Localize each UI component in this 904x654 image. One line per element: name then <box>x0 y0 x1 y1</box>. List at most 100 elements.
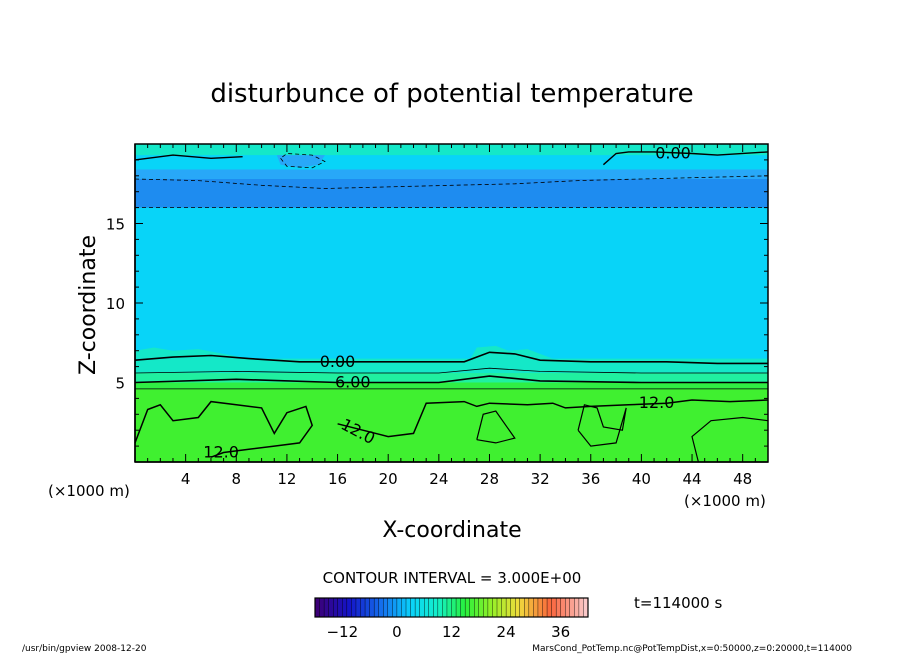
contour-line-12-left <box>134 400 314 458</box>
colorbar-cell <box>437 597 443 618</box>
colorbar-cell <box>378 597 384 618</box>
colorbar-cell <box>428 597 434 618</box>
colorbar-cell <box>478 597 484 618</box>
band-positive-low <box>135 358 768 373</box>
colorbar-cell <box>333 597 339 618</box>
x-unit-right: (×1000 m) <box>684 492 766 510</box>
x-tick-label: 16 <box>328 470 347 488</box>
colorbar-cell <box>542 597 548 618</box>
colorbar-cell <box>474 597 480 618</box>
colorbar-cell <box>551 597 557 618</box>
colorbar-cell <box>569 597 575 618</box>
colorbar-tick-label: 12 <box>442 623 461 641</box>
contour-line-12-pocket <box>577 404 627 447</box>
footer-left: /usr/bin/gpview 2008-12-20 <box>22 644 147 654</box>
colorbar-cell <box>364 597 371 618</box>
colorbar-cell <box>433 597 439 618</box>
colorbar <box>314 597 589 618</box>
colorbar-cell <box>401 597 407 618</box>
colorbar-cell <box>496 597 503 618</box>
colorbar-cell <box>369 597 375 618</box>
colorbar-cell <box>442 597 448 618</box>
x-tick-label: 12 <box>277 470 296 488</box>
colorbar-cell <box>501 597 507 618</box>
colorbar-cell <box>574 597 580 618</box>
colorbar-cell <box>319 597 325 618</box>
x-tick-label: 24 <box>429 470 448 488</box>
contour-label: 6.00 <box>335 373 371 392</box>
band-negative <box>135 178 768 208</box>
contour-label: 12.0 <box>639 393 675 412</box>
colorbar-cell <box>419 597 425 618</box>
colorbar-tick-label: −12 <box>326 623 358 641</box>
contour-label: 0.00 <box>320 352 356 371</box>
x-tick-label: 4 <box>181 470 191 488</box>
colorbar-cell <box>405 597 412 618</box>
colorbar-cell <box>519 597 525 618</box>
chart-title: disturbunce of potential temperature <box>210 79 693 109</box>
colorbar-cell <box>346 597 352 618</box>
band-positive-high <box>135 382 768 389</box>
x-tick-label: 28 <box>480 470 499 488</box>
colorbar-tick-label: 0 <box>392 623 402 641</box>
colorbar-cell <box>565 597 571 618</box>
colorbar-cell <box>546 597 553 618</box>
x-axis: 4 8 12 16 20 24 28 32 36 40 44 48 <box>134 144 769 488</box>
contour-line-12-right <box>337 399 769 438</box>
colorbar-cell <box>492 597 498 618</box>
colorbar-cell <box>483 597 489 618</box>
colorbar-cell <box>355 597 362 618</box>
patch-bump-center <box>470 345 553 359</box>
contour-line-neg-upper <box>134 175 769 189</box>
colorbar-cell <box>524 597 530 618</box>
colorbar-cell <box>555 597 562 618</box>
colorbar-cell <box>360 597 366 618</box>
colorbar-cell <box>351 597 357 618</box>
colorbar-cell <box>528 597 534 618</box>
contour-label: 0.00 <box>655 144 691 163</box>
colorbar-cell <box>373 597 380 618</box>
x-tick-label: 8 <box>232 470 242 488</box>
colorbar-cell <box>446 597 453 618</box>
colorbar-cell <box>455 597 462 618</box>
colorbar-cell <box>537 597 544 618</box>
x-tick-label: 44 <box>682 470 701 488</box>
colorbar-cell <box>323 597 330 618</box>
band-positive-mid <box>135 372 768 383</box>
colorbar-tick-label: 24 <box>497 623 516 641</box>
colorbar-cell <box>578 597 584 618</box>
colorbar-cell <box>383 597 389 618</box>
colorbar-cell <box>464 597 471 618</box>
contour-line-12-corner <box>691 416 769 463</box>
contour-interval: CONTOUR INTERVAL = 3.000E+00 <box>323 569 582 587</box>
y-axis: 5 10 15 <box>106 143 768 463</box>
colorbar-cell <box>387 597 393 618</box>
y-tick-label: 10 <box>106 295 125 313</box>
contour-line-0-top-left <box>134 154 243 161</box>
contour-label: 12.0 <box>203 442 239 461</box>
x-tick-label: 32 <box>531 470 550 488</box>
contour-line-3 <box>134 367 768 374</box>
colorbar-cell <box>487 597 493 618</box>
x-tick-label: 48 <box>733 470 752 488</box>
colorbar-cell <box>505 597 512 618</box>
colorbar-cell <box>560 597 566 618</box>
contour-lines <box>134 151 769 463</box>
x-tick-label: 20 <box>379 470 398 488</box>
colorbar-tick-label: 36 <box>551 623 570 641</box>
color-bands <box>135 144 768 462</box>
colorbar-cell <box>396 597 402 618</box>
colorbar-cell <box>469 597 475 618</box>
colorbar-cell <box>510 597 516 618</box>
colorbar-cell <box>392 597 398 618</box>
colorbar-cell <box>515 597 521 618</box>
colorbar-cell <box>314 597 321 618</box>
contour-line-top-loop <box>280 153 326 169</box>
patch-top-cool <box>276 155 325 168</box>
x-axis-label: X-coordinate <box>382 518 521 543</box>
colorbar-cell <box>414 597 421 618</box>
colorbar-frame <box>314 597 589 618</box>
colorbar-cell <box>460 597 466 618</box>
colorbar-cell <box>328 597 334 618</box>
colorbar-cell <box>337 597 343 618</box>
